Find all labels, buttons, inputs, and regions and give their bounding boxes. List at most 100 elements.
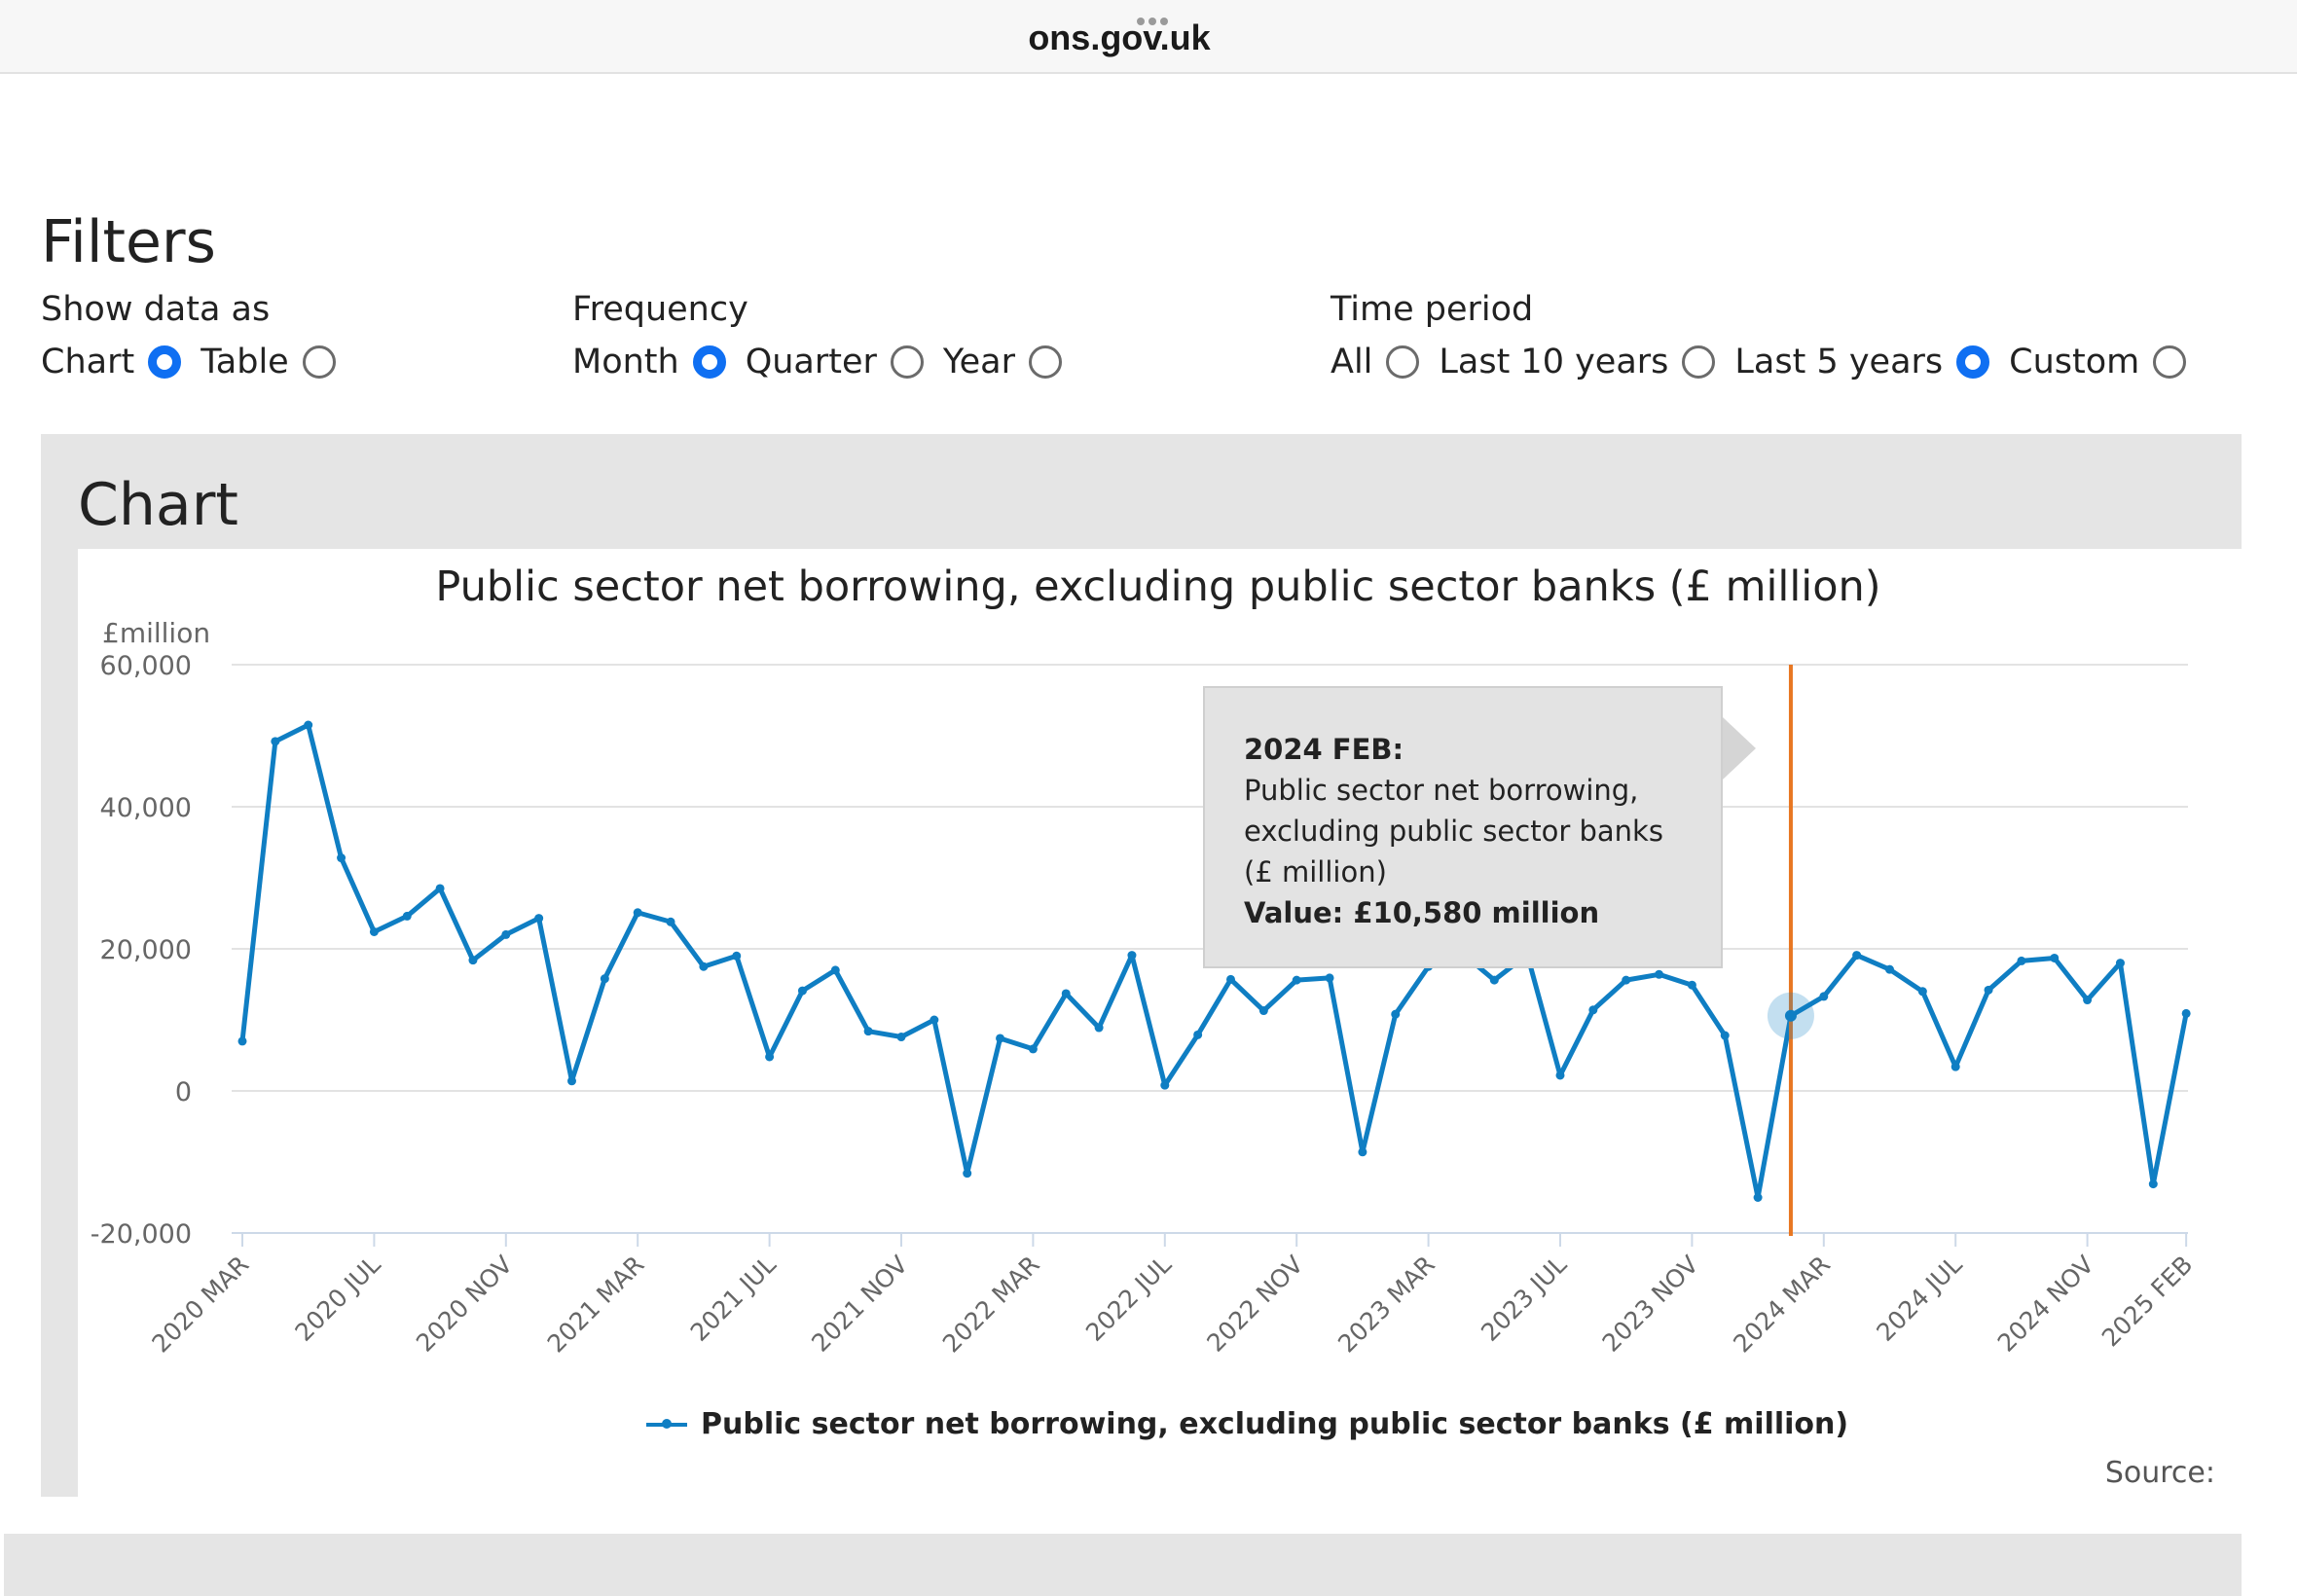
data-point <box>1258 1006 1268 1016</box>
radio-last-10-years[interactable] <box>1682 345 1716 379</box>
data-point <box>2115 959 2125 968</box>
radio-month[interactable] <box>692 345 726 379</box>
x-tick-label: 2020 MAR <box>146 1251 254 1359</box>
data-point <box>271 737 280 746</box>
data-point <box>237 1036 247 1046</box>
option-all-label: All <box>1331 343 1373 381</box>
radio-quarter[interactable] <box>890 345 924 379</box>
option-chart[interactable]: Chart <box>41 343 182 381</box>
data-point <box>1622 975 1631 985</box>
radio-year[interactable] <box>1029 345 1063 379</box>
x-tick-label: 2023 MAR <box>1332 1251 1440 1359</box>
data-point <box>1061 989 1071 998</box>
x-tick-label: 2020 JUL <box>290 1251 386 1347</box>
option-quarter[interactable]: Quarter <box>746 343 924 381</box>
x-tick-label: 2024 MAR <box>1728 1251 1836 1359</box>
data-point <box>2083 996 2093 1005</box>
show-data-as-options: Chart Table <box>41 343 355 381</box>
data-point <box>1885 964 1894 974</box>
data-point <box>1489 975 1499 985</box>
show-data-as-label: Show data as <box>41 290 271 329</box>
data-point <box>765 1052 775 1062</box>
option-custom[interactable]: Custom <box>2009 343 2187 381</box>
url-text[interactable]: ons.gov.uk <box>1028 18 1211 57</box>
option-last-5-years[interactable]: Last 5 years <box>1734 343 1990 381</box>
data-point <box>501 929 511 939</box>
data-point <box>534 914 544 924</box>
x-tick-label: 2022 NOV <box>1201 1251 1308 1358</box>
option-table[interactable]: Table <box>201 343 336 381</box>
data-point <box>1588 1005 1598 1015</box>
data-point <box>1951 1062 1960 1071</box>
data-point <box>468 956 478 965</box>
chart-card <box>78 549 2242 1497</box>
y-tick-label: 40,000 <box>100 793 192 823</box>
frequency-options: Month Quarter Year <box>572 343 1081 381</box>
data-point <box>830 965 840 975</box>
radio-custom[interactable] <box>2153 345 2187 379</box>
series-line <box>239 722 2189 1200</box>
data-point <box>666 917 675 926</box>
option-all[interactable]: All <box>1331 343 1420 381</box>
x-tick-label: 2024 JUL <box>1871 1251 1967 1347</box>
data-point <box>863 1027 873 1036</box>
option-month[interactable]: Month <box>572 343 726 381</box>
chart-legend[interactable]: Public sector net borrowing, excluding p… <box>646 1407 1848 1441</box>
data-point <box>1358 1147 1367 1157</box>
tooltip-pointer <box>1723 717 1756 780</box>
option-year-label: Year <box>942 343 1016 381</box>
legend-series-marker <box>646 1418 687 1429</box>
tab-overview-icon[interactable] <box>1137 18 1168 25</box>
data-point <box>797 986 807 996</box>
next-section-panel <box>4 1534 2242 1596</box>
data-point <box>402 911 412 921</box>
time-period-options: All Last 10 years Last 5 years Custom <box>1331 343 2206 381</box>
option-month-label: Month <box>572 343 679 381</box>
x-tick-label: 2024 NOV <box>1992 1251 2099 1358</box>
data-point <box>304 720 313 730</box>
x-tick-label: 2021 MAR <box>542 1251 650 1359</box>
radio-chart[interactable] <box>148 345 182 379</box>
x-tick-label: 2023 NOV <box>1597 1251 1704 1358</box>
radio-last-5-years[interactable] <box>1956 345 1990 379</box>
option-last-5-years-label: Last 5 years <box>1734 343 1944 381</box>
data-point <box>337 853 346 863</box>
option-custom-label: Custom <box>2009 343 2140 381</box>
data-point <box>633 908 642 918</box>
option-year[interactable]: Year <box>942 343 1063 381</box>
y-axis-unit-label: £million <box>102 617 211 649</box>
tooltip-date: 2024 FEB: <box>1244 733 1404 766</box>
data-point <box>2148 1179 2158 1189</box>
tooltip-series: Public sector net borrowing, excluding p… <box>1244 774 1663 889</box>
option-chart-label: Chart <box>41 343 135 381</box>
filters-heading: Filters <box>41 208 216 276</box>
data-point <box>1226 974 1235 984</box>
frequency-label: Frequency <box>572 290 748 329</box>
data-point <box>2181 1008 2191 1018</box>
data-point <box>1325 973 1334 983</box>
y-tick-label: 20,000 <box>100 935 192 965</box>
x-tick-label: 2023 JUL <box>1476 1251 1572 1347</box>
data-point <box>1555 1070 1565 1080</box>
x-tick-label: 2021 JUL <box>685 1251 782 1347</box>
data-point <box>1193 1030 1203 1039</box>
data-point <box>1753 1193 1763 1202</box>
option-table-label: Table <box>201 343 289 381</box>
data-point <box>600 974 609 984</box>
data-point <box>1852 951 1862 961</box>
source-label: Source: <box>2104 1456 2215 1490</box>
option-last-10-years[interactable]: Last 10 years <box>1439 343 1716 381</box>
x-tick-label: 2021 NOV <box>806 1251 913 1358</box>
radio-table[interactable] <box>302 345 336 379</box>
radio-all[interactable] <box>1386 345 1420 379</box>
data-point <box>1917 987 1927 997</box>
hover-point <box>1784 1009 1797 1022</box>
x-tick-label: 2025 FEB <box>2096 1251 2199 1353</box>
data-point <box>1391 1009 1401 1019</box>
time-period-label: Time period <box>1331 290 1534 329</box>
data-point <box>1720 1031 1730 1040</box>
browser-address-bar[interactable]: ons.gov.uk <box>0 0 2297 74</box>
chart-tooltip: 2024 FEB: Public sector net borrowing, e… <box>1203 686 1756 968</box>
chart-section-heading: Chart <box>78 471 238 539</box>
